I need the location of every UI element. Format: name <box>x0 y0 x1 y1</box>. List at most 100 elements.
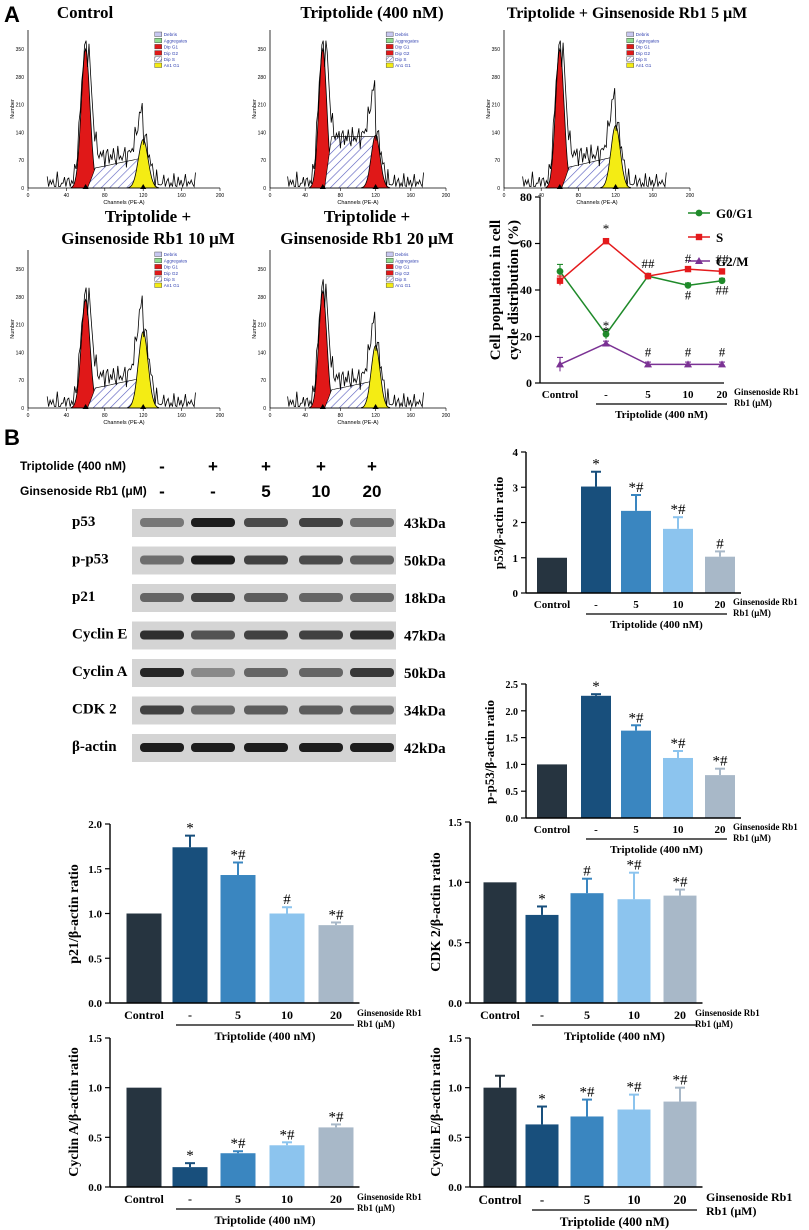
x-tick-label: 10 <box>628 1192 641 1207</box>
flow-y-tick-label: 280 <box>258 75 267 81</box>
x-tick-label: 5 <box>584 1192 591 1207</box>
blot-band <box>191 743 235 752</box>
bar-2 <box>220 1153 256 1187</box>
flow-x-axis-label: Channels (PE-A) <box>103 420 144 426</box>
flow-legend-label: Aggregates <box>164 258 188 263</box>
flow-plot-title: Control <box>57 3 114 22</box>
line-series-G2/M <box>559 342 722 366</box>
significance-mark: # <box>583 864 591 880</box>
line-y-axis-title: cycle distribution (%) <box>506 220 522 360</box>
significance-mark: * <box>538 1092 546 1108</box>
bar-0 <box>483 1087 517 1187</box>
bar-chart-cyclin-a: * *# *# *# 0.0 0.5 1.0 1.5 Cyclin A/β-actin rati… <box>67 1033 422 1227</box>
significance-mark: * <box>186 821 194 837</box>
flow-plot-title: Ginsenoside Rb1 10 μM <box>61 229 235 248</box>
flow-legend-swatch <box>154 50 162 56</box>
extra-label-line: Rb1 (μM) <box>733 833 771 843</box>
flow-x-axis-label: Channels (PE-A) <box>576 200 617 206</box>
flow-plot-3: Triptolide + Ginsenoside Rb1 5 μM 0 40 80 12… <box>486 5 747 206</box>
x-tick-label: 20 <box>674 1008 686 1022</box>
band-protein-label: p-p53 <box>72 552 109 568</box>
flow-legend-label: Dip G2 <box>395 271 410 276</box>
flow-legend-label: An1 G1 <box>395 283 411 288</box>
band-protein-label: Cyclin E <box>72 627 127 643</box>
group-label: Triptolide (400 nM) <box>214 1213 315 1227</box>
band-mw-label: 50kDa <box>404 666 446 682</box>
x-tick-label: 5 <box>633 599 639 611</box>
blot-band <box>350 555 394 565</box>
extra-label-line: Ginsenoside Rb1 <box>695 1008 760 1018</box>
line-point <box>602 237 610 245</box>
x-tick-label: 10 <box>673 824 685 836</box>
treatment-value: + <box>367 457 377 476</box>
line-point <box>556 268 564 275</box>
flow-legend-swatch <box>626 31 634 37</box>
bar-y-axis-title: Cyclin A/β-actin ratio <box>67 1047 82 1176</box>
bar-y-tick-label: 1.0 <box>448 1083 462 1095</box>
x-tick-label: 5 <box>633 824 639 836</box>
bar-1 <box>172 847 208 1003</box>
x-tick-label: 5 <box>584 1008 590 1022</box>
bar-4 <box>705 775 735 818</box>
x-tick-label: 10 <box>281 1008 293 1022</box>
flow-legend-swatch <box>154 251 162 257</box>
bar-y-tick-label: 4 <box>513 447 519 459</box>
flow-y-tick-label: 280 <box>16 75 25 81</box>
flow-x-tick-label: 200 <box>442 193 451 199</box>
x-tick-label: - <box>540 1008 544 1022</box>
significance-mark: # <box>719 344 726 359</box>
flow-x-tick-label: 200 <box>442 413 451 419</box>
line-point <box>602 330 610 338</box>
bar-3 <box>663 757 693 818</box>
bar-y-tick-label: 1.5 <box>448 1033 462 1045</box>
significance-mark: *# <box>629 710 645 726</box>
line-y-tick-label: 60 <box>520 237 532 251</box>
significance-mark: *# <box>329 907 345 923</box>
significance-mark: *# <box>231 1136 247 1152</box>
bar-y-tick-label: 2.5 <box>506 680 519 691</box>
flow-plot-4: Triptolide + Ginsenoside Rb1 10 μM 0 40 80 12… <box>10 207 235 426</box>
line-point <box>602 339 610 347</box>
bar-2 <box>570 893 604 1003</box>
flow-legend-swatch <box>626 50 634 56</box>
flow-y-tick-label: 140 <box>16 130 25 136</box>
flow-y-tick-label: 0 <box>21 406 24 412</box>
flow-y-tick-label: 70 <box>18 378 24 384</box>
flow-legend-swatch <box>154 31 162 37</box>
treatment-value: - <box>159 457 165 476</box>
blot-band <box>191 668 235 677</box>
flow-x-tick-label: 80 <box>102 413 108 419</box>
flow-plot-5: Triptolide + Ginsenoside Rb1 20 μM 0 40 80 12… <box>252 207 454 426</box>
line-point <box>684 265 692 273</box>
blot-band <box>191 705 235 715</box>
bar-1 <box>581 486 611 593</box>
legend-marker <box>695 233 703 241</box>
significance-mark: *# <box>673 875 689 891</box>
treatment-row-label: Triptolide (400 nM) <box>20 459 126 473</box>
blot-band <box>244 743 288 752</box>
flow-legend-swatch <box>626 44 634 50</box>
flow-x-tick-label: 0 <box>27 193 30 199</box>
legend-marker <box>695 209 703 217</box>
blot-band <box>350 593 394 602</box>
extra-label-line: Ginsenoside Rb1 <box>734 387 799 397</box>
x-tick-label: 20 <box>715 599 727 611</box>
flow-x-tick-label: 40 <box>64 193 70 199</box>
flow-raw-outline <box>522 40 667 189</box>
bar-3 <box>269 1145 305 1187</box>
flow-legend-label: Dip G2 <box>395 51 410 56</box>
flow-legend-swatch <box>385 31 394 37</box>
bar-2 <box>570 1116 604 1187</box>
bar-y-tick-label: 0.0 <box>448 998 462 1010</box>
line-point <box>644 360 652 368</box>
flow-legend-label: Dip S <box>395 277 406 282</box>
flow-y-tick-label: 0 <box>21 186 24 192</box>
blot-band <box>191 630 235 640</box>
band-mw-label: 18kDa <box>404 591 446 607</box>
flow-x-tick-label: 0 <box>269 193 272 199</box>
bar-0 <box>483 882 517 1003</box>
blot-band <box>140 555 184 565</box>
flow-peak-marker <box>140 184 147 189</box>
significance-mark: # <box>645 344 652 359</box>
